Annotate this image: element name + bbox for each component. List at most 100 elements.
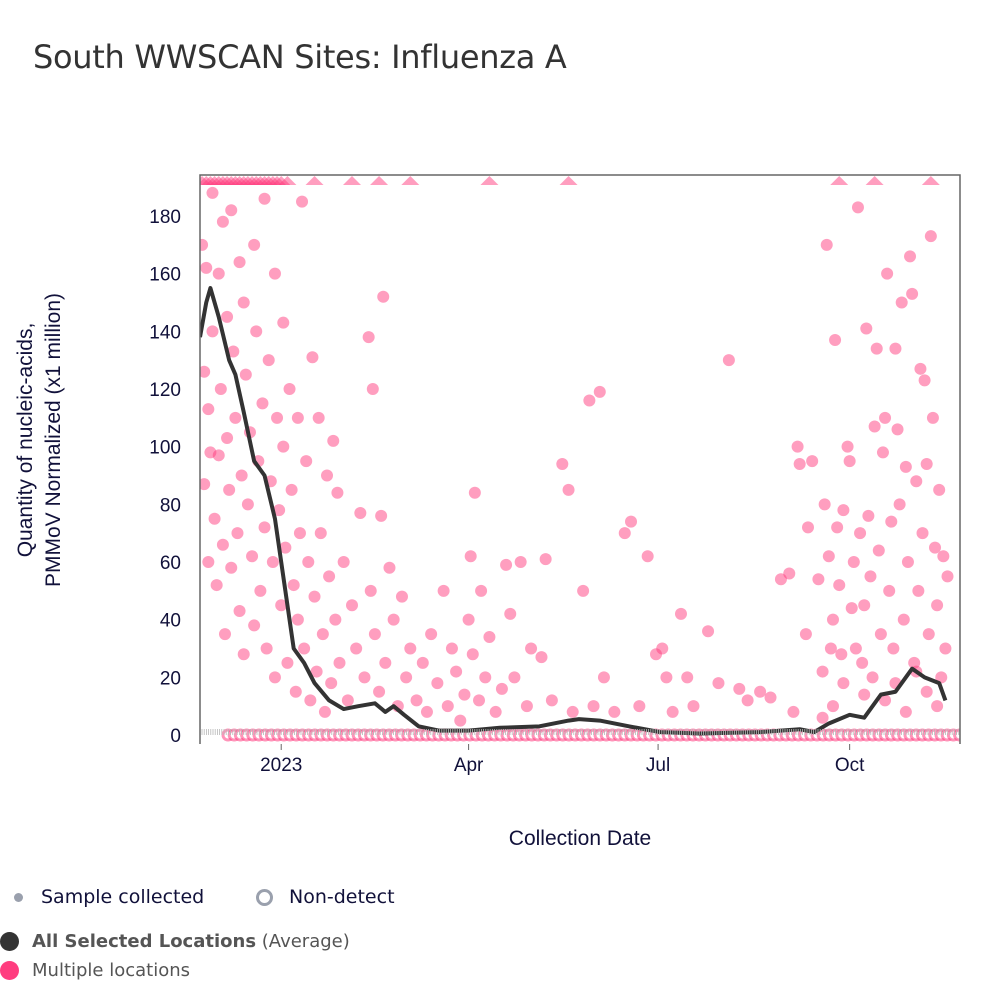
- scatter-point: [874, 628, 887, 641]
- scatter-point: [293, 527, 306, 540]
- scatter-point: [687, 700, 700, 713]
- scatter-point: [833, 579, 846, 592]
- sample-dot-icon: [14, 892, 23, 902]
- scatter-point: [625, 515, 638, 528]
- legend-non-detect: Non-detect: [256, 886, 395, 908]
- scatter-point: [437, 584, 450, 597]
- scatter-point: [285, 483, 298, 496]
- x-tick-label: 2023: [260, 755, 302, 776]
- scatter-point: [556, 457, 569, 470]
- scatter-point: [223, 483, 236, 496]
- scatter-point: [866, 671, 879, 684]
- scatter-point: [920, 457, 933, 470]
- scatter-point: [464, 550, 477, 563]
- scatter-point: [350, 642, 363, 655]
- x-tick-label: Jul: [646, 755, 670, 776]
- scatter-point: [885, 515, 898, 528]
- legend-multiple-locations[interactable]: Multiple locations: [0, 960, 190, 981]
- scatter-point: [816, 711, 829, 724]
- scatter-point: [333, 656, 346, 669]
- scatter-point: [404, 642, 417, 655]
- scatter-point: [906, 287, 919, 300]
- scatter-point: [246, 550, 259, 563]
- scatter-point: [395, 590, 408, 603]
- scatter-point: [277, 316, 290, 329]
- above-range-marker: [401, 176, 420, 185]
- scatter-point: [881, 267, 894, 280]
- scatter-point: [802, 521, 814, 534]
- scatter-point: [858, 599, 871, 612]
- scatter-point: [233, 605, 246, 618]
- legend-non-detect-label: Non-detect: [289, 886, 395, 908]
- scatter-point: [764, 691, 777, 704]
- above-range-marker: [343, 176, 361, 185]
- scatter-point: [420, 705, 433, 718]
- scatter-point: [849, 642, 862, 655]
- legend-average[interactable]: All Selected Locations (Average): [0, 931, 350, 952]
- scatter-point: [618, 527, 631, 540]
- non-detect-circle-icon: [256, 888, 273, 906]
- scatter-point: [722, 354, 735, 367]
- scatter-point: [924, 230, 937, 243]
- scatter-point: [862, 509, 875, 522]
- average-dot-icon: [0, 932, 19, 951]
- scatter-point: [200, 261, 213, 274]
- scatter-point: [268, 671, 281, 684]
- scatter-point: [206, 186, 219, 199]
- scatter-point: [941, 570, 954, 583]
- scatter-point: [225, 204, 238, 217]
- scatter-point: [904, 250, 917, 263]
- scatter-point: [931, 700, 944, 713]
- legend-sample-collected: Sample collected: [14, 886, 204, 908]
- scatter-point: [929, 541, 942, 554]
- scatter-point: [260, 642, 273, 655]
- scatter-point: [520, 700, 533, 713]
- scatter-point: [872, 544, 885, 557]
- scatter-point: [331, 486, 344, 499]
- scatter-point: [891, 423, 904, 436]
- scatter-point: [937, 550, 950, 563]
- scatter-point: [787, 705, 800, 718]
- scatter-point: [754, 685, 767, 698]
- scatter-point: [468, 486, 481, 499]
- scatter-point: [302, 556, 315, 568]
- scatter-point: [939, 642, 952, 655]
- x-tick-label: Oct: [835, 755, 865, 776]
- y-tick-label: 80: [160, 495, 181, 516]
- x-tick-label: Apr: [454, 755, 484, 776]
- scatter-point: [300, 455, 313, 468]
- scatter-point: [225, 561, 238, 574]
- scatter-point: [237, 296, 250, 309]
- scatter-point: [525, 642, 538, 655]
- scatter-point: [504, 607, 517, 620]
- scatter-point: [583, 394, 596, 407]
- above-range-marker: [830, 176, 849, 185]
- scatter-point: [287, 579, 300, 592]
- scatter-point: [931, 599, 944, 612]
- scatter-point: [262, 354, 275, 367]
- scatter-point: [535, 651, 548, 664]
- scatter-point: [587, 700, 600, 713]
- scatter-point: [514, 556, 527, 568]
- scatter-point: [308, 590, 321, 603]
- y-tick-label: 140: [149, 322, 181, 343]
- scatter-point: [450, 665, 463, 678]
- scatter-point: [879, 411, 892, 424]
- scatter-point: [202, 403, 215, 416]
- scatter-point: [221, 432, 234, 445]
- scatter-point: [895, 296, 908, 309]
- scatter-point: [364, 584, 377, 597]
- scatter-point: [216, 538, 229, 551]
- scatter-point: [216, 215, 229, 228]
- scatter-point: [893, 498, 906, 511]
- scatter-point: [291, 613, 304, 626]
- scatter-point: [741, 694, 754, 707]
- scatter-point: [354, 506, 367, 519]
- legend-average-suffix: (Average): [261, 931, 350, 952]
- scatter-point: [208, 512, 221, 525]
- above-range-marker: [559, 176, 578, 185]
- scatter-point: [256, 397, 269, 410]
- scatter-point: [831, 521, 844, 534]
- chart-title: South WWSCAN Sites: Influenza A: [33, 38, 567, 76]
- scatter-point: [425, 628, 438, 641]
